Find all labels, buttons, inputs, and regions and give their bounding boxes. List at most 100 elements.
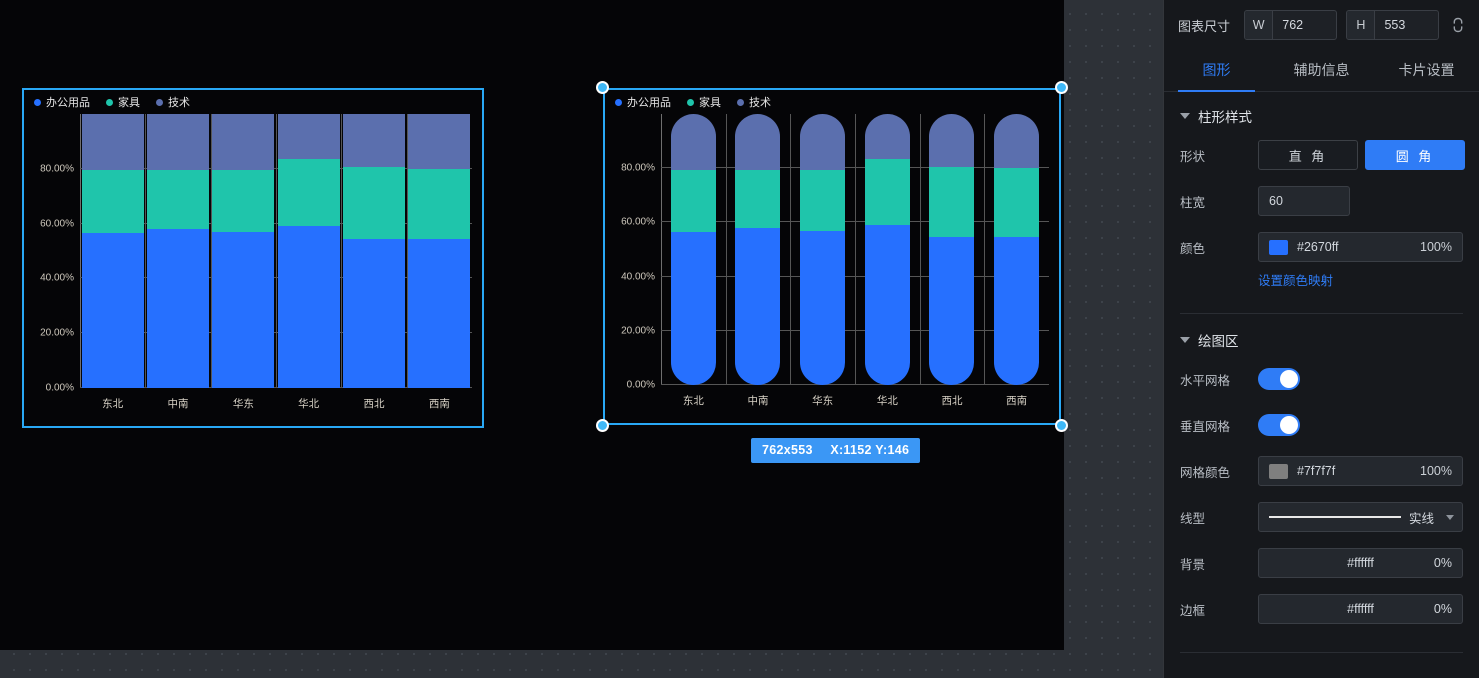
bar-width-input[interactable]: 60 [1258,186,1350,216]
y-axis-tick-label: 40.00% [621,271,655,283]
stacked-bar[interactable] [994,114,1040,385]
height-prefix-label: H [1347,11,1376,39]
bar-segment[interactable] [212,231,275,388]
bar-segment[interactable] [277,159,340,227]
bar-segment[interactable] [929,237,975,385]
stacked-bar[interactable] [212,114,275,388]
bar-color-opacity[interactable]: 100% [1420,240,1452,254]
bar-segment[interactable] [670,114,716,170]
bar-segment[interactable] [735,227,781,385]
height-field-group[interactable]: H 553 [1346,10,1439,40]
bar-segment[interactable] [735,114,781,170]
width-field-group[interactable]: W 762 [1244,10,1337,40]
bar-style-header[interactable]: 柱形样式 [1180,106,1463,126]
legend-item[interactable]: 办公用品 [615,94,671,110]
bar-segment[interactable] [800,230,846,385]
legend-item[interactable]: 家具 [687,94,721,110]
bar-segment[interactable] [994,168,1040,238]
bar-segment[interactable] [212,114,275,171]
stacked-bar[interactable] [408,114,471,388]
bar-segment[interactable] [864,114,910,159]
bar-segment[interactable] [408,238,471,388]
bar-color-field[interactable]: #2670ff 100% [1258,232,1463,262]
stacked-bar[interactable] [800,114,846,385]
bar-color-hex[interactable]: #2670ff [1297,240,1339,254]
tab-card-settings[interactable]: 卡片设置 [1398,62,1455,78]
bar-segment[interactable] [146,114,209,171]
color-swatch[interactable] [1269,463,1288,479]
legend-item[interactable]: 技术 [156,94,190,110]
bar-segment[interactable] [864,158,910,226]
bar-segment[interactable] [342,114,405,168]
bar-segment[interactable] [929,166,975,238]
height-input[interactable]: 553 [1384,18,1406,32]
border-color-field[interactable]: #ffffff 0% [1258,594,1463,624]
stacked-bar[interactable] [342,114,405,388]
bar-segment[interactable] [408,168,471,239]
vertical-grid-toggle[interactable] [1258,414,1300,436]
tab-graphics[interactable]: 图形 [1164,52,1269,92]
bar-segment[interactable] [81,170,144,234]
resize-handle-bottom-left[interactable] [596,419,609,432]
border-hex[interactable]: #ffffff [1347,602,1374,616]
bar-segment[interactable] [212,170,275,232]
bar-segment[interactable] [81,114,144,171]
link-icon[interactable] [1451,16,1465,34]
bar-segment[interactable] [146,229,209,388]
bar-segment[interactable] [735,169,781,228]
bar-segment[interactable] [277,226,340,388]
chart-card-rounded[interactable]: 办公用品 家具 技术 0.00% 20.00% 40.00% 60.00% [596,81,1068,432]
background-opacity[interactable]: 0% [1433,556,1452,570]
border-opacity[interactable]: 0% [1433,602,1452,616]
bar-segment[interactable] [342,238,405,388]
chevron-down-icon[interactable] [1180,113,1190,119]
horizontal-grid-toggle[interactable] [1258,368,1300,390]
grid-color-hex[interactable]: #7f7f7f [1297,464,1336,478]
legend-item[interactable]: 办公用品 [34,94,90,110]
bar-segment[interactable] [800,114,846,170]
grid-color-field[interactable]: #7f7f7f 100% [1258,456,1463,486]
bar-segment[interactable] [81,233,144,388]
bar-segment[interactable] [994,114,1040,169]
line-style-select[interactable]: 实线 [1258,502,1463,532]
tab-auxiliary-info[interactable]: 辅助信息 [1293,62,1350,78]
stacked-bar[interactable] [929,114,975,385]
bar-segment[interactable] [146,170,209,230]
stacked-bar[interactable] [735,114,781,385]
shape-option-rounded[interactable]: 圆 角 [1365,140,1465,170]
gridline-vertical [790,114,792,385]
color-swatch[interactable] [1269,239,1288,255]
shape-option-square[interactable]: 直 角 [1258,140,1358,170]
color-mapping-link[interactable]: 设置颜色映射 [1258,274,1334,288]
legend-item[interactable]: 家具 [106,94,140,110]
resize-handle-top-right[interactable] [1055,81,1068,94]
width-input[interactable]: 762 [1282,18,1304,32]
chevron-down-icon[interactable] [1180,337,1190,343]
background-hex[interactable]: #ffffff [1347,556,1374,570]
stacked-bar[interactable] [146,114,209,388]
y-axis-tick-label: 20.00% [40,327,74,339]
bar-segment[interactable] [800,169,846,231]
stacked-bar[interactable] [81,114,144,388]
chart-card-square[interactable]: 办公用品 家具 技术 0.00% 20.00% 40.00% 60.00% [22,88,484,428]
plot-area-header[interactable]: 绘图区 [1180,330,1463,350]
bar-segment[interactable] [929,114,975,167]
workspace[interactable]: 办公用品 家具 技术 0.00% 20.00% 40.00% 60.00% [0,0,1163,678]
stacked-bar[interactable] [864,114,910,385]
resize-handle-bottom-right[interactable] [1055,419,1068,432]
legend-dot-icon [615,98,622,106]
bar-segment[interactable] [277,114,340,160]
stacked-bar[interactable] [277,114,340,388]
stacked-bar[interactable] [670,114,716,385]
bar-segment[interactable] [864,225,910,385]
resize-handle-top-left[interactable] [596,81,609,94]
bar-segment[interactable] [408,114,471,169]
bar-segment[interactable] [670,169,716,232]
legend-item[interactable]: 技术 [737,94,771,110]
bar-segment[interactable] [342,167,405,239]
bar-segment[interactable] [670,231,716,385]
background-color-field[interactable]: #ffffff 0% [1258,548,1463,578]
grid-color-opacity[interactable]: 100% [1420,464,1452,478]
chevron-down-icon[interactable] [1446,514,1454,520]
bar-segment[interactable] [994,237,1040,385]
